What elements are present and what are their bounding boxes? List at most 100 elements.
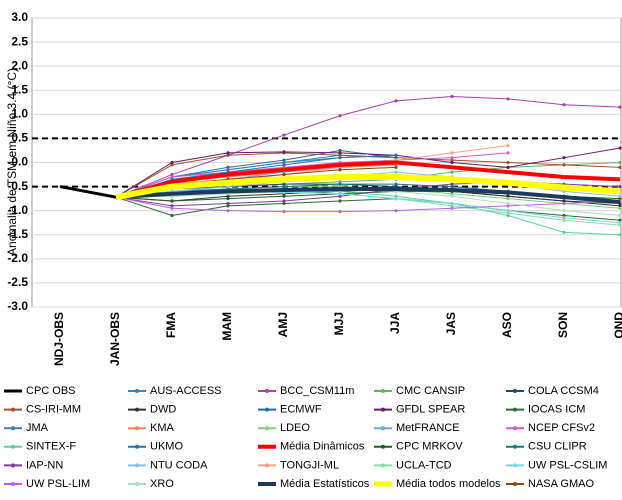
- legend-marker: [11, 482, 15, 486]
- series-point: [282, 199, 286, 203]
- series-point: [450, 192, 454, 196]
- series-point: [450, 156, 454, 160]
- x-tick-label: JAN-OBS: [108, 312, 122, 366]
- series-point: [338, 182, 342, 186]
- series-line: [115, 190, 621, 236]
- legend-label: KMA: [150, 422, 175, 434]
- series-point: [170, 172, 174, 177]
- series-point: [562, 156, 566, 160]
- legend-marker: [513, 463, 517, 468]
- x-tick-label: SON: [556, 312, 570, 338]
- legend-label: NTU CODA: [150, 459, 208, 471]
- series-point: [562, 201, 566, 206]
- legend-label: Média Dinâmicos: [280, 441, 365, 453]
- series-line: [115, 196, 621, 213]
- series-point: [506, 97, 510, 101]
- legend-label: UKMO: [150, 441, 183, 453]
- x-tick-label: MJJ: [332, 312, 346, 335]
- x-tick-label: MAM: [220, 312, 234, 341]
- y-tick-label: -2.5: [7, 275, 28, 289]
- series-line: [115, 160, 621, 200]
- series-point: [282, 184, 286, 189]
- legend-marker: [513, 444, 517, 449]
- x-tick-label: OND: [612, 312, 622, 339]
- series-line: [115, 96, 621, 198]
- series-point: [282, 160, 286, 165]
- legend-label: ECMWF: [280, 404, 322, 416]
- legend-label: UW PSL-LIM: [26, 478, 90, 490]
- y-tick-label: 0.5: [11, 131, 28, 145]
- series-point: [450, 94, 454, 99]
- series-point: [618, 197, 622, 201]
- series-point: [562, 213, 566, 218]
- legend-marker: [11, 426, 15, 431]
- series-point: [338, 194, 342, 198]
- series-point: [226, 204, 230, 208]
- series-point: [394, 170, 398, 174]
- legend-marker: [381, 426, 385, 431]
- series-point: [394, 153, 398, 157]
- legend-marker: [513, 482, 517, 486]
- x-tick-label: JAS: [444, 312, 458, 335]
- series-point: [506, 194, 510, 198]
- series-point: [338, 199, 342, 203]
- series-point: [506, 144, 510, 148]
- y-tick-label: 2.0: [11, 58, 28, 72]
- series-point: [338, 148, 342, 153]
- series-point: [338, 168, 342, 172]
- legend-label: TONGJI-ML: [280, 459, 339, 471]
- series-point: [226, 165, 230, 169]
- series-point: [394, 209, 398, 213]
- series-point: [506, 165, 510, 169]
- series-point: [450, 201, 454, 206]
- series-point: [618, 165, 622, 169]
- series-point: [618, 204, 622, 208]
- series-point: [338, 156, 342, 160]
- legend-label: SINTEX-F: [26, 441, 76, 453]
- series-point: [450, 170, 454, 174]
- legend-label: IAP-NN: [26, 459, 63, 471]
- series-point: [506, 160, 510, 165]
- series-line: [115, 147, 621, 198]
- series-point: [450, 151, 454, 155]
- y-tick-label: 0.0: [11, 155, 28, 169]
- series-line: [115, 196, 621, 221]
- series-point: [338, 192, 342, 196]
- series-point: [618, 194, 622, 198]
- series-point: [394, 182, 398, 186]
- series-point: [226, 151, 230, 155]
- series-point: [226, 194, 230, 198]
- series-point: [506, 213, 510, 218]
- x-tick-label: AMJ: [276, 312, 290, 337]
- legend-marker: [265, 389, 269, 393]
- legend-marker: [135, 426, 139, 431]
- legend-marker: [11, 407, 15, 412]
- legend-label: IOCAS ICM: [528, 404, 585, 416]
- legend-marker: [11, 463, 15, 468]
- series-point: [450, 184, 454, 189]
- series-point: [282, 172, 286, 177]
- x-tick-label: ASO: [500, 312, 514, 338]
- series-point: [282, 158, 286, 162]
- legend-label: AUS-ACCESS: [150, 385, 222, 397]
- series-point: [338, 114, 342, 118]
- series-point: [338, 153, 342, 157]
- series-point: [450, 158, 454, 162]
- series-point: [394, 156, 398, 160]
- legend-label: DWD: [150, 404, 176, 416]
- series-point: [618, 206, 622, 210]
- x-tick-label: FMA: [164, 312, 178, 338]
- series-point: [618, 160, 622, 165]
- legend-marker: [265, 407, 269, 412]
- y-tick-label: 2.5: [11, 34, 28, 48]
- series-point: [450, 182, 454, 186]
- series-point: [618, 146, 622, 150]
- series-point: [394, 194, 398, 198]
- y-tick-label: -2.0: [7, 251, 28, 265]
- series-point: [506, 209, 510, 213]
- legend-marker: [381, 389, 385, 393]
- series-point: [226, 197, 230, 201]
- legend-label: UCLA-TCD: [396, 459, 452, 471]
- legend-marker: [11, 444, 15, 449]
